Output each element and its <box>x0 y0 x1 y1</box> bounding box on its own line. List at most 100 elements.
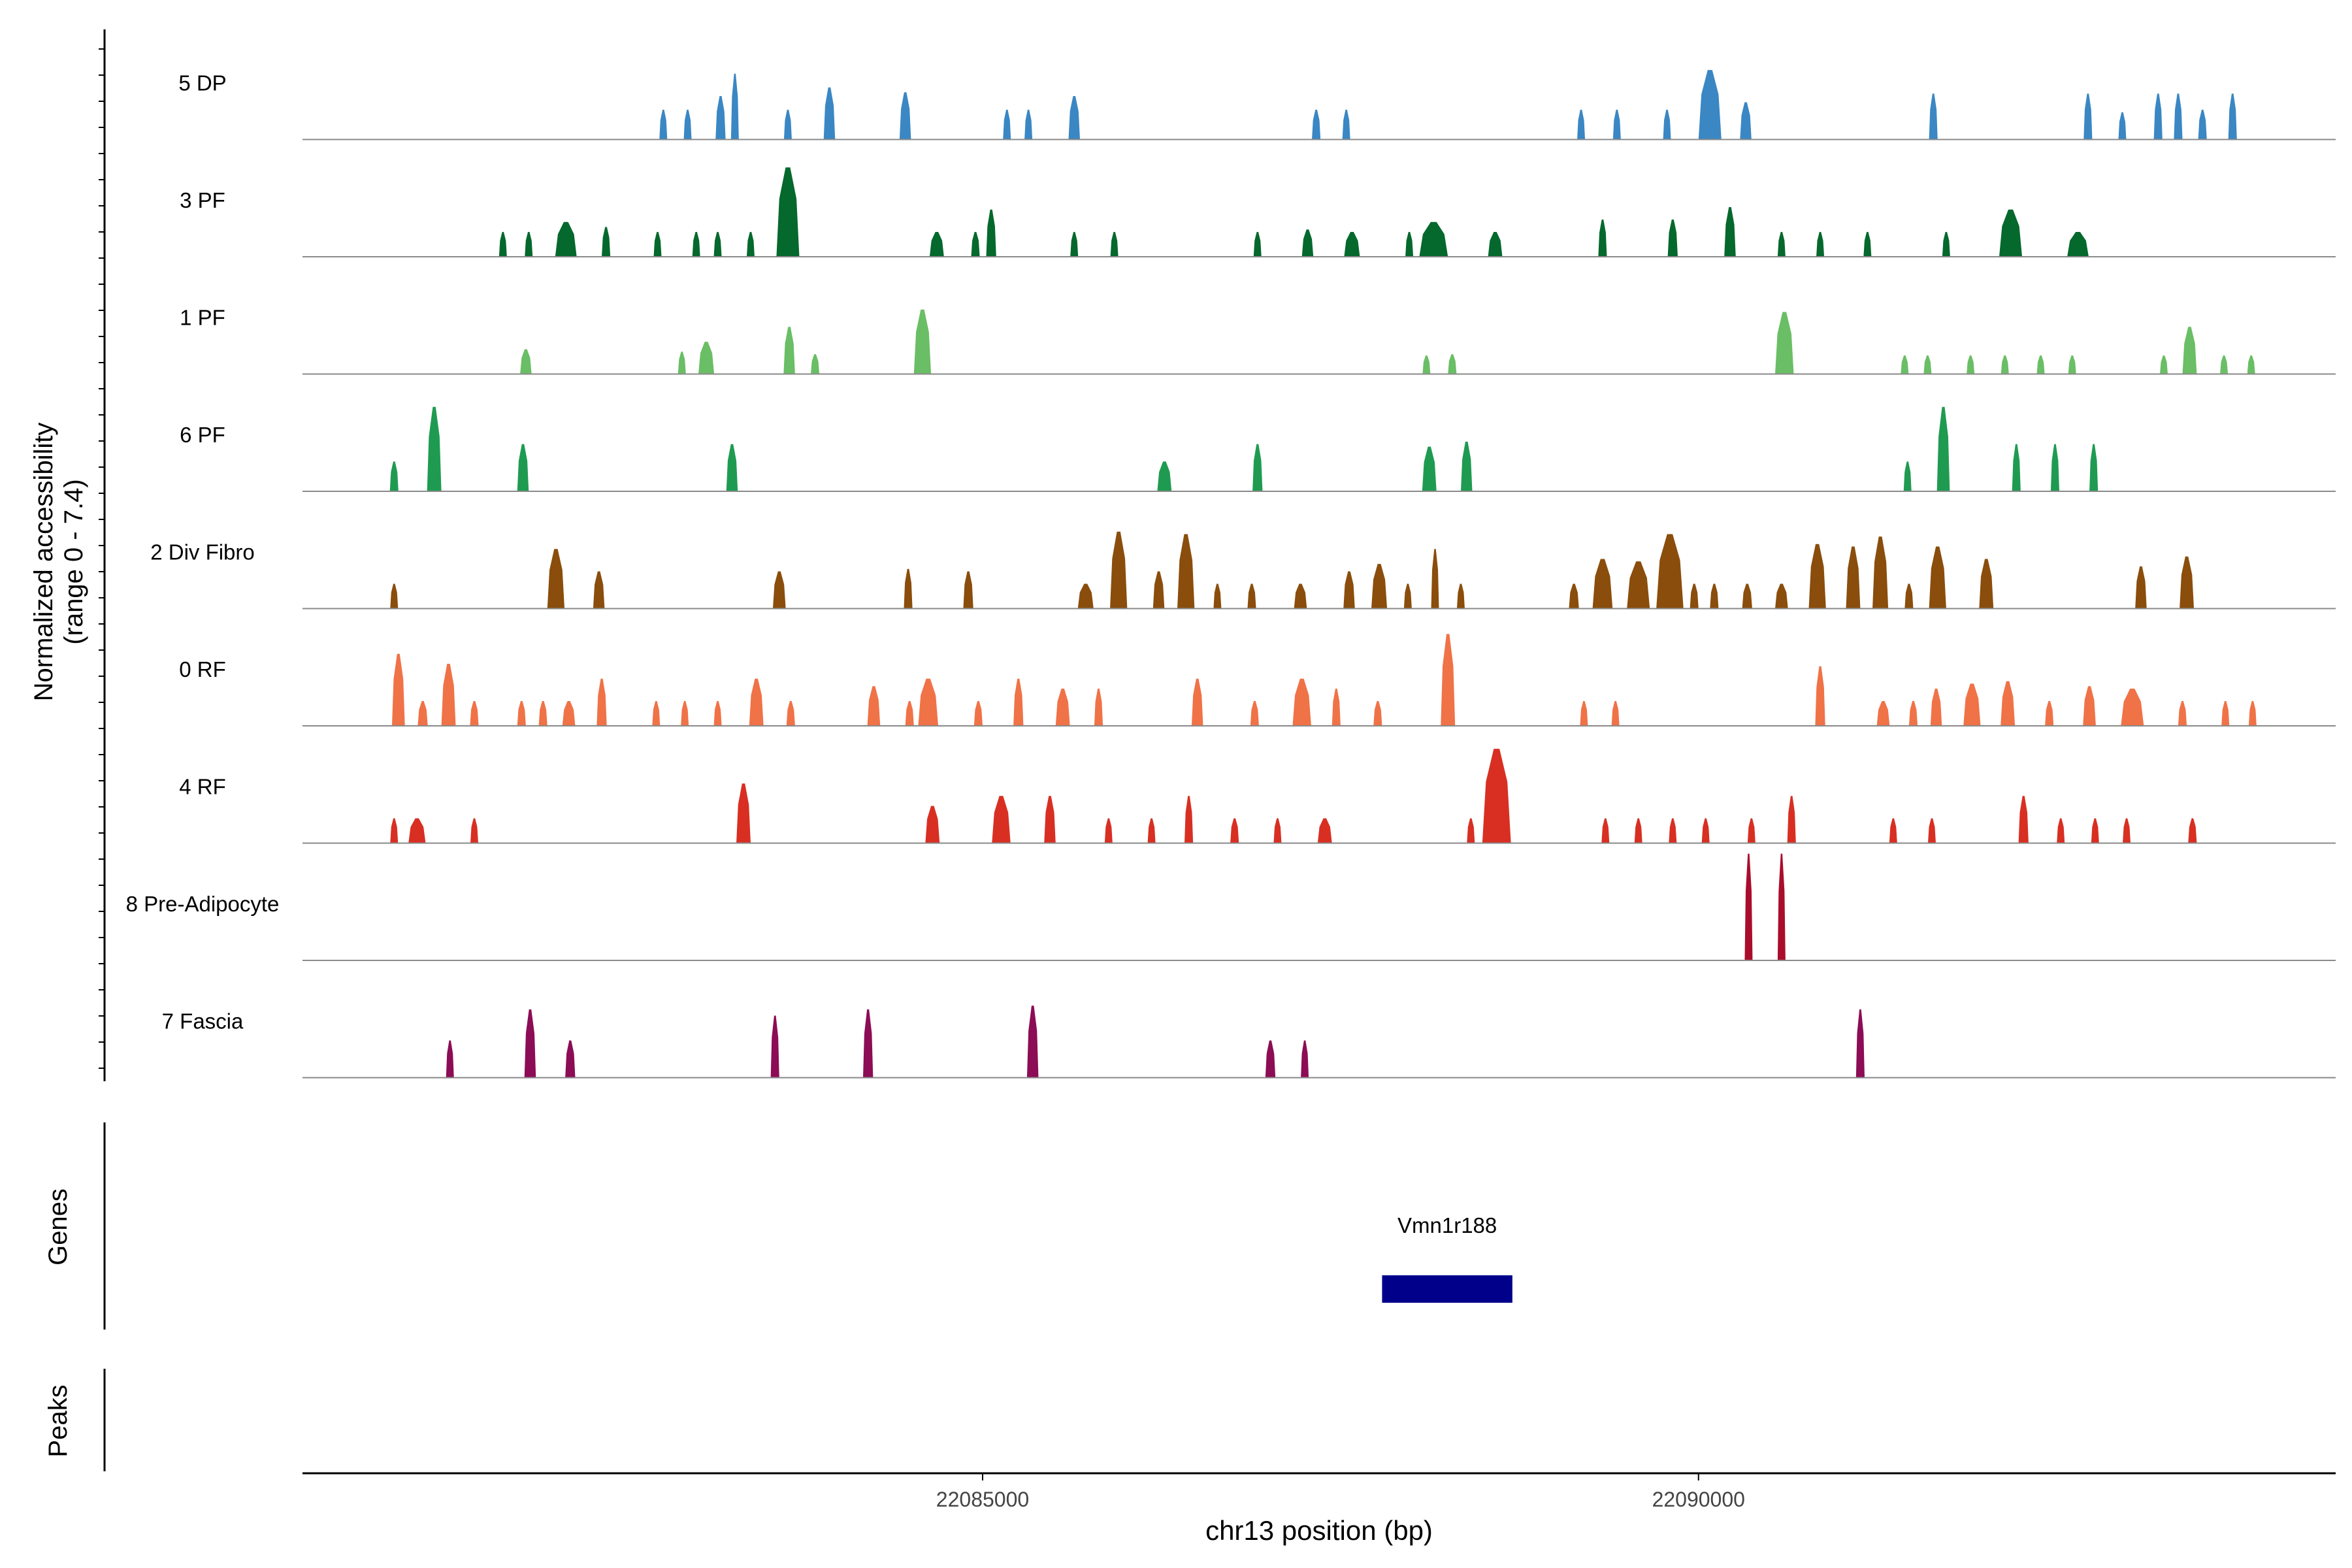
coverage-peak <box>1068 96 1081 140</box>
coverage-peak <box>538 701 547 726</box>
coverage-peak <box>1923 355 1932 374</box>
coverage-peak <box>390 583 399 609</box>
coverage-peak <box>2198 109 2207 140</box>
coverage-peak <box>1343 571 1355 609</box>
coverage-peak <box>1460 442 1473 491</box>
coverage-peak <box>1669 818 1677 843</box>
coverage-peak <box>1371 564 1388 609</box>
coverage-peak <box>562 701 576 726</box>
coverage-peak <box>1777 853 1786 960</box>
coverage-peak <box>925 806 940 843</box>
coverage-peak <box>973 701 983 726</box>
track-label: 2 Div Fibro <box>150 540 255 564</box>
track-0-rf: 0 RF <box>179 634 2336 727</box>
coverage-peak <box>698 342 715 374</box>
coverage-peak <box>2178 701 2187 726</box>
coverage-peak <box>1611 701 1620 726</box>
coverage-peak <box>2091 818 2099 843</box>
coverage-peak <box>918 678 939 726</box>
coverage-peak <box>823 87 836 140</box>
coverage-peak <box>1963 683 1981 726</box>
coverage-peak <box>1598 220 1607 257</box>
coverage-peak <box>1265 1040 1276 1078</box>
coverage-peak <box>1979 559 1994 609</box>
coverage-peak <box>2018 796 2029 843</box>
coverage-peak <box>811 354 820 374</box>
track-label: 7 Fascia <box>162 1009 244 1034</box>
coverage-tracks: 5 DP 3 PF 1 PF 6 PF 2 Div Fibro 0 RF 4 RF 8 Pre… <box>126 70 2336 1079</box>
coverage-peak <box>2180 556 2195 609</box>
coverage-peak <box>1003 109 1011 140</box>
coverage-peak <box>899 92 911 140</box>
coverage-peak <box>1701 818 1710 843</box>
coverage-peak <box>681 701 689 726</box>
coverage-peak <box>713 232 722 257</box>
coverage-peak <box>1901 355 1909 374</box>
coverage-peak <box>1930 689 1942 726</box>
track-8-pre-adipocyte: 8 Pre-Adipocyte <box>126 853 2336 961</box>
coverage-peak <box>1055 689 1070 726</box>
coverage-peak <box>1077 583 1094 609</box>
coverage-peak <box>1488 232 1503 257</box>
coverage-peak <box>2153 93 2163 140</box>
coverage-peak <box>862 1009 874 1078</box>
coverage-peak <box>524 1009 536 1078</box>
coverage-peak <box>1422 446 1437 491</box>
coverage-peak <box>1331 689 1341 726</box>
peaks-panel: Peaks <box>44 1369 106 1471</box>
coverage-peak <box>427 406 442 491</box>
coverage-peak <box>1422 355 1431 374</box>
coverage-peak <box>783 109 792 140</box>
coverage-peak <box>1431 549 1439 609</box>
coverage-peak <box>1344 232 1360 257</box>
coverage-peak <box>2221 701 2230 726</box>
coverage-peak <box>1184 796 1194 843</box>
coverage-peak <box>776 167 800 257</box>
coverage-peak <box>1024 109 1033 140</box>
coverage-peak <box>1213 583 1222 609</box>
coverage-peak <box>1273 818 1282 843</box>
coverage-peak <box>2123 818 2131 843</box>
coverage-peak <box>1104 818 1113 843</box>
coverage-peak <box>1253 232 1262 257</box>
coverage-peak <box>498 232 507 257</box>
coverage-peak <box>905 701 914 726</box>
coverage-peak <box>1740 102 1752 140</box>
coverage-peak <box>971 232 980 257</box>
track-6-pf: 6 PF <box>180 406 2336 492</box>
coverage-peak <box>1013 678 1024 726</box>
coverage-peak <box>904 568 913 609</box>
coverage-peak <box>913 309 932 374</box>
coverage-peak <box>1808 544 1826 609</box>
coverage-peak <box>786 701 795 726</box>
coverage-peak <box>517 701 526 726</box>
coverage-peak <box>1110 531 1128 609</box>
coverage-peak <box>1419 221 1448 257</box>
coverage-peak <box>1601 818 1610 843</box>
coverage-peak <box>746 232 755 257</box>
coverage-peak <box>1775 583 1788 609</box>
coverage-peak <box>1908 701 1918 726</box>
coverage-peak <box>593 571 605 609</box>
coverage-peak <box>1775 312 1794 374</box>
coverage-peak <box>517 444 529 491</box>
coverage-peak <box>1301 229 1314 257</box>
coverage-peak <box>659 109 668 140</box>
coverage-peak <box>1482 749 1511 843</box>
coverage-peak <box>1889 818 1897 843</box>
gene-body <box>1382 1275 1512 1303</box>
coverage-peak <box>1580 701 1588 726</box>
coverage-peak <box>2228 93 2237 140</box>
coverage-peak <box>1247 583 1256 609</box>
coverage-peak <box>730 73 739 140</box>
coverage-peak <box>770 1015 779 1078</box>
y-axis: Normalized accessibility(range 0 - 7.4) <box>29 29 106 1081</box>
coverage-peak <box>1742 583 1752 609</box>
coverage-peak <box>391 653 405 726</box>
coverage-peak <box>1863 232 1872 257</box>
track-label: 0 RF <box>179 657 226 681</box>
coverage-peak <box>565 1040 576 1078</box>
genes-panel: Genes Vmn1r188 <box>44 1122 1512 1330</box>
coverage-peak <box>2001 681 2016 726</box>
coverage-peak <box>1110 232 1119 257</box>
